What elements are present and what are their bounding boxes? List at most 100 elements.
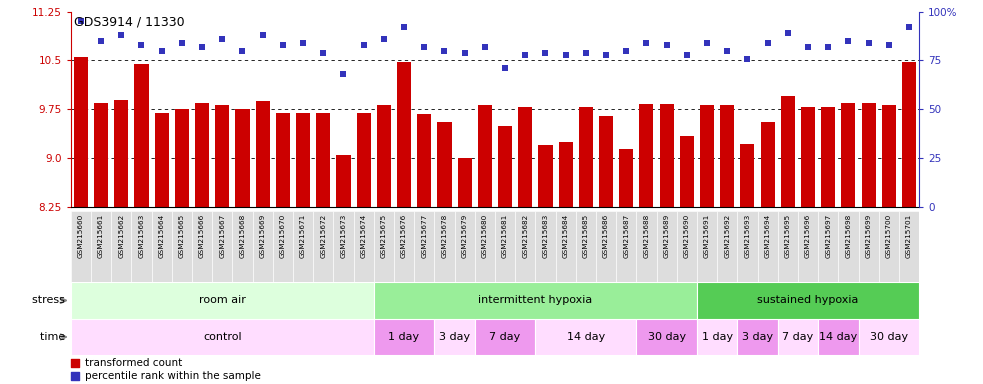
Bar: [680, 136, 694, 207]
Bar: [434, 319, 475, 355]
Point: [679, 51, 695, 58]
Text: GSM215670: GSM215670: [280, 214, 286, 258]
Text: GSM215687: GSM215687: [623, 214, 629, 258]
Bar: [697, 319, 737, 355]
Bar: [235, 109, 250, 207]
Text: GSM215661: GSM215661: [98, 214, 104, 258]
Bar: [434, 211, 454, 282]
Text: GSM215684: GSM215684: [562, 214, 568, 258]
Point: [335, 71, 351, 77]
Text: GSM215696: GSM215696: [805, 214, 811, 258]
Bar: [374, 319, 434, 355]
Bar: [336, 155, 351, 207]
Point: [174, 40, 190, 46]
Text: GSM215686: GSM215686: [603, 214, 609, 258]
Point: [517, 51, 533, 58]
Point: [618, 48, 634, 54]
Point: [436, 48, 452, 54]
Bar: [838, 211, 858, 282]
Point: [659, 42, 674, 48]
Bar: [454, 211, 475, 282]
Point: [840, 38, 856, 44]
Point: [93, 38, 109, 44]
Text: GSM215667: GSM215667: [219, 214, 225, 258]
Text: 7 day: 7 day: [490, 332, 521, 342]
Text: GSM215685: GSM215685: [583, 214, 589, 258]
Bar: [376, 105, 391, 207]
Point: [295, 40, 311, 46]
Point: [720, 48, 735, 54]
Bar: [858, 319, 919, 355]
Bar: [697, 211, 718, 282]
Bar: [154, 113, 169, 207]
Text: GSM215675: GSM215675: [380, 214, 387, 258]
Bar: [657, 211, 676, 282]
Text: 1 day: 1 day: [702, 332, 732, 342]
Bar: [616, 211, 636, 282]
Point: [599, 51, 614, 58]
Bar: [518, 108, 533, 207]
Bar: [536, 319, 636, 355]
Text: GSM215683: GSM215683: [543, 214, 549, 258]
Bar: [599, 116, 613, 207]
Bar: [576, 211, 596, 282]
Text: GSM215668: GSM215668: [240, 214, 246, 258]
Text: GSM215690: GSM215690: [684, 214, 690, 258]
Bar: [457, 159, 472, 207]
Point: [477, 44, 492, 50]
Point: [881, 42, 896, 48]
Bar: [414, 211, 434, 282]
Point: [861, 40, 877, 46]
Text: GSM215662: GSM215662: [118, 214, 124, 258]
Point: [324, 312, 340, 318]
Text: GSM215660: GSM215660: [78, 214, 84, 258]
Text: control: control: [202, 332, 242, 342]
Bar: [798, 211, 818, 282]
Bar: [71, 211, 91, 282]
Text: 14 day: 14 day: [567, 332, 605, 342]
Bar: [841, 103, 855, 207]
Text: GSM215666: GSM215666: [200, 214, 205, 258]
Bar: [761, 122, 775, 207]
Bar: [74, 57, 87, 207]
Bar: [498, 126, 512, 207]
Text: GSM215682: GSM215682: [522, 214, 528, 258]
Bar: [539, 146, 552, 207]
Bar: [114, 99, 129, 207]
Point: [780, 30, 795, 36]
Bar: [192, 211, 212, 282]
Text: GSM215692: GSM215692: [724, 214, 730, 258]
Bar: [333, 211, 354, 282]
Bar: [636, 319, 697, 355]
Bar: [212, 211, 232, 282]
Point: [457, 50, 473, 56]
Bar: [374, 211, 394, 282]
Text: percentile rank within the sample: percentile rank within the sample: [85, 371, 260, 381]
Text: 1 day: 1 day: [388, 332, 420, 342]
Bar: [636, 211, 657, 282]
Text: transformed count: transformed count: [85, 358, 182, 368]
Text: GSM215693: GSM215693: [744, 214, 750, 258]
Bar: [374, 282, 697, 319]
Bar: [700, 105, 714, 207]
Bar: [317, 113, 330, 207]
Text: GSM215679: GSM215679: [462, 214, 468, 258]
Bar: [781, 96, 795, 207]
Text: GSM215672: GSM215672: [320, 214, 326, 258]
Bar: [394, 211, 414, 282]
Text: GSM215663: GSM215663: [139, 214, 145, 258]
Text: GSM215681: GSM215681: [502, 214, 508, 258]
Bar: [276, 113, 290, 207]
Bar: [232, 211, 253, 282]
Bar: [861, 103, 876, 207]
Text: 30 day: 30 day: [870, 332, 908, 342]
Point: [417, 44, 433, 50]
Text: 7 day: 7 day: [782, 332, 814, 342]
Bar: [111, 211, 132, 282]
Bar: [536, 211, 555, 282]
Bar: [858, 211, 879, 282]
Text: 3 day: 3 day: [742, 332, 773, 342]
Point: [639, 40, 655, 46]
Text: GSM215680: GSM215680: [482, 214, 488, 258]
Text: GDS3914 / 11330: GDS3914 / 11330: [74, 15, 185, 28]
